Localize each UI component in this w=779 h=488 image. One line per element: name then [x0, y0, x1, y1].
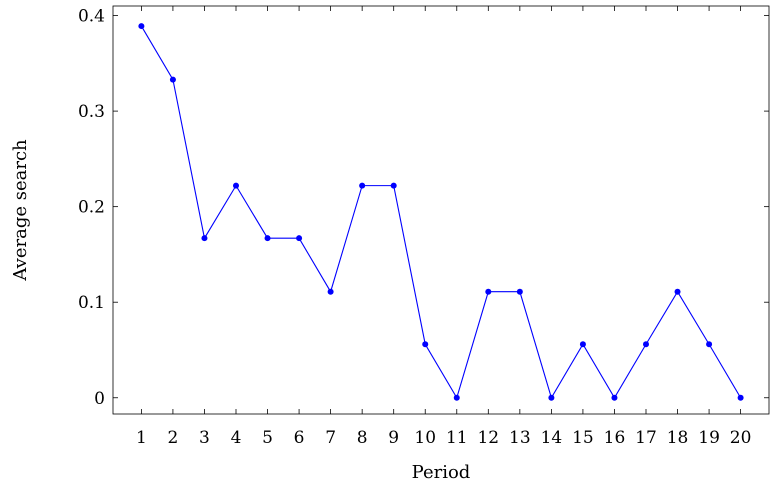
- plot-area-frame: [112, 5, 770, 415]
- x-tick-label: 19: [698, 428, 720, 448]
- data-point: [296, 235, 303, 242]
- y-tick-label: 0.4: [78, 7, 105, 27]
- data-point: [201, 235, 208, 242]
- x-tick-label: 16: [604, 428, 626, 448]
- data-point: [706, 341, 713, 348]
- x-tick-label: 1: [136, 428, 147, 448]
- y-tick-label: 0.2: [78, 198, 105, 218]
- x-tick-label: 10: [414, 428, 436, 448]
- data-point: [453, 394, 460, 401]
- data-point: [674, 288, 681, 295]
- x-tick-label: 9: [388, 428, 399, 448]
- y-axis: 0 0.1 0.2 0.3 0.4: [78, 7, 769, 409]
- y-axis-title: Average search: [10, 139, 31, 282]
- x-axis: 1 2 3 4 5 6 7 8 9 10 11 12 13 14 15 16 17 18 19 20: [136, 6, 751, 448]
- data-point: [548, 394, 555, 401]
- x-tick-label: 5: [262, 428, 273, 448]
- data-point: [422, 341, 429, 348]
- x-tick-label: 3: [199, 428, 210, 448]
- x-tick-label: 4: [231, 428, 242, 448]
- x-tick-label: 14: [541, 428, 563, 448]
- x-tick-label: 12: [477, 428, 499, 448]
- data-point: [643, 341, 649, 348]
- data-point: [516, 288, 523, 295]
- x-tick-label: 18: [667, 428, 689, 448]
- x-tick-label: 11: [446, 428, 468, 448]
- data-point: [138, 23, 145, 30]
- data-point: [327, 288, 334, 295]
- x-tick-label: 2: [168, 428, 179, 448]
- series-line: [140, 25, 742, 400]
- x-tick-label: 20: [730, 428, 752, 448]
- y-tick-label: 0.1: [78, 293, 105, 313]
- x-tick-label: 7: [325, 428, 336, 448]
- data-point: [359, 182, 366, 189]
- x-tick-label: 17: [635, 428, 657, 448]
- data-point: [233, 182, 239, 189]
- x-tick-label: 13: [509, 428, 531, 448]
- y-tick-label: 0.3: [78, 102, 105, 122]
- data-point: [264, 235, 271, 242]
- y-tick-label: 0: [94, 389, 105, 409]
- x-tick-label: 15: [572, 428, 594, 448]
- data-point: [390, 182, 397, 189]
- x-tick-label: 6: [294, 428, 305, 448]
- x-axis-title: Period: [412, 462, 471, 483]
- data-point: [611, 394, 618, 401]
- data-point: [737, 394, 744, 401]
- data-point: [169, 76, 176, 83]
- series-layer: [138, 23, 744, 401]
- x-tick-label: 8: [357, 428, 368, 448]
- data-point: [485, 288, 492, 295]
- data-point: [579, 341, 586, 348]
